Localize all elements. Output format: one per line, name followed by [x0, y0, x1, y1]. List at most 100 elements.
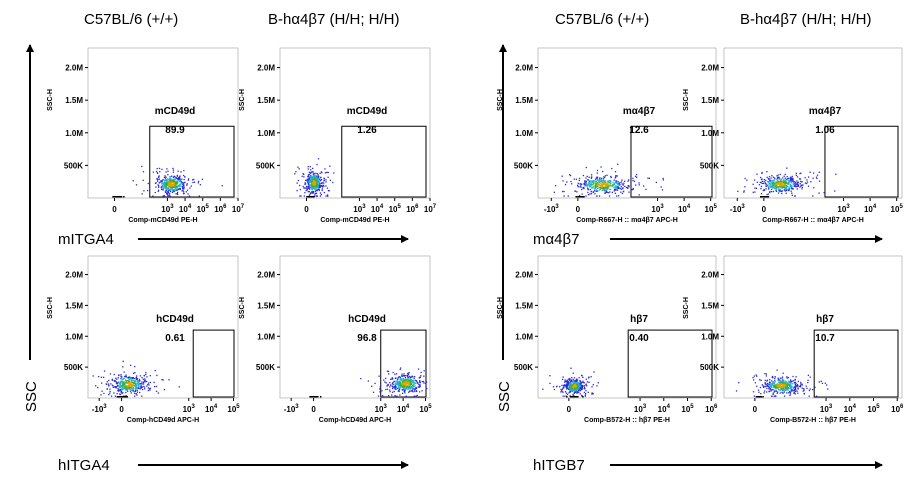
event-dot: [319, 179, 321, 182]
baseline-dot: [576, 396, 578, 398]
event-dot: [565, 386, 567, 389]
event-dot: [572, 390, 574, 392]
event-dot: [591, 393, 593, 395]
y-tick-label: 500K: [700, 161, 719, 170]
event-dot: [762, 182, 765, 185]
event-dot: [295, 171, 297, 173]
gate-rectangle: [341, 125, 427, 198]
event-dot: [770, 180, 772, 182]
event-dot: [562, 387, 565, 389]
event-dot: [824, 382, 826, 384]
event-dot: [141, 395, 143, 397]
event-dot: [789, 379, 792, 381]
event-dot: [613, 186, 615, 188]
event-dot: [314, 178, 316, 181]
event-dot: [301, 175, 303, 177]
event-dot: [780, 381, 783, 384]
event-dot: [582, 380, 584, 382]
event-dot: [138, 391, 141, 394]
event-dot: [636, 176, 638, 179]
event-dot: [575, 389, 577, 391]
event-dot: [770, 185, 772, 188]
event-dot: [769, 190, 771, 193]
event-dot: [181, 178, 183, 180]
event-dot: [184, 176, 186, 178]
y-tick-label: 2.0M: [701, 271, 719, 280]
event-dot: [379, 388, 381, 390]
event-dot: [624, 180, 626, 182]
event-dot: [317, 188, 320, 191]
ssc-label-left: SSC: [23, 381, 40, 412]
event-dot: [772, 382, 775, 385]
x-axis-title: Comp-mCD49d PE-H: [320, 217, 389, 224]
event-dot: [776, 181, 778, 184]
event-dot: [315, 176, 317, 178]
event-dot: [179, 181, 182, 183]
event-dot: [109, 388, 111, 390]
event-dot: [311, 187, 313, 189]
event-dot: [598, 179, 600, 181]
event-dot: [317, 177, 319, 180]
event-dot: [183, 187, 185, 189]
event-dot: [769, 379, 771, 381]
event-dot: [770, 385, 772, 387]
event-dot: [574, 387, 576, 389]
event-dot: [803, 388, 805, 390]
event-dot: [404, 387, 406, 389]
x-tick-label: -103: [284, 404, 300, 414]
baseline-dot: [125, 396, 128, 398]
event-dot: [157, 189, 160, 191]
event-dot: [806, 181, 809, 183]
event-dot: [787, 377, 790, 379]
x-tick-label: 106: [705, 404, 718, 414]
event-dot: [566, 385, 569, 387]
event-dot: [164, 180, 166, 182]
event-dot: [314, 176, 316, 179]
event-dot: [296, 189, 298, 192]
event-dot: [310, 169, 312, 171]
event-dot: [413, 382, 415, 384]
event-dot: [407, 381, 409, 383]
event-dot: [131, 377, 133, 379]
event-dot: [120, 390, 123, 393]
y-tick-label: 2.0M: [65, 271, 83, 280]
event-dot: [600, 166, 602, 168]
event-dot: [164, 177, 167, 179]
event-dot: [609, 188, 612, 191]
event-dot: [779, 189, 781, 191]
y-tick-label: 1.0M: [65, 332, 83, 341]
event-dot: [777, 181, 779, 184]
event-dot: [317, 174, 319, 176]
event-dot: [570, 367, 572, 369]
event-dot: [786, 382, 789, 384]
event-dot: [120, 384, 122, 387]
event-dot: [173, 180, 175, 182]
event-dot: [771, 185, 774, 187]
x-axis-title: Comp-mCD49d PE-H: [128, 217, 197, 224]
event-dot: [568, 383, 571, 385]
event-dot: [148, 388, 151, 390]
x-tick-label: 105: [197, 204, 210, 214]
event-dot: [410, 383, 413, 386]
event-dot: [791, 194, 793, 196]
x-axis-title: Comp-B572-H :: hβ7 PE-H: [770, 417, 856, 424]
event-dot: [600, 178, 602, 180]
event-dot: [132, 377, 134, 379]
event-dot: [603, 176, 606, 178]
event-dot: [129, 388, 132, 391]
event-dot: [147, 389, 149, 392]
event-dot: [634, 175, 637, 178]
event-dot: [316, 195, 319, 197]
event-dot: [796, 384, 799, 386]
event-dot: [789, 394, 791, 397]
event-dot: [395, 382, 397, 384]
x-tick-label: 104: [658, 404, 671, 414]
event-dot: [777, 386, 779, 388]
baseline-dot: [575, 196, 578, 198]
event-dot: [321, 186, 324, 188]
event-dot: [773, 391, 775, 393]
event-dot: [552, 386, 555, 388]
event-dot: [807, 379, 809, 381]
event-dot: [585, 177, 587, 179]
